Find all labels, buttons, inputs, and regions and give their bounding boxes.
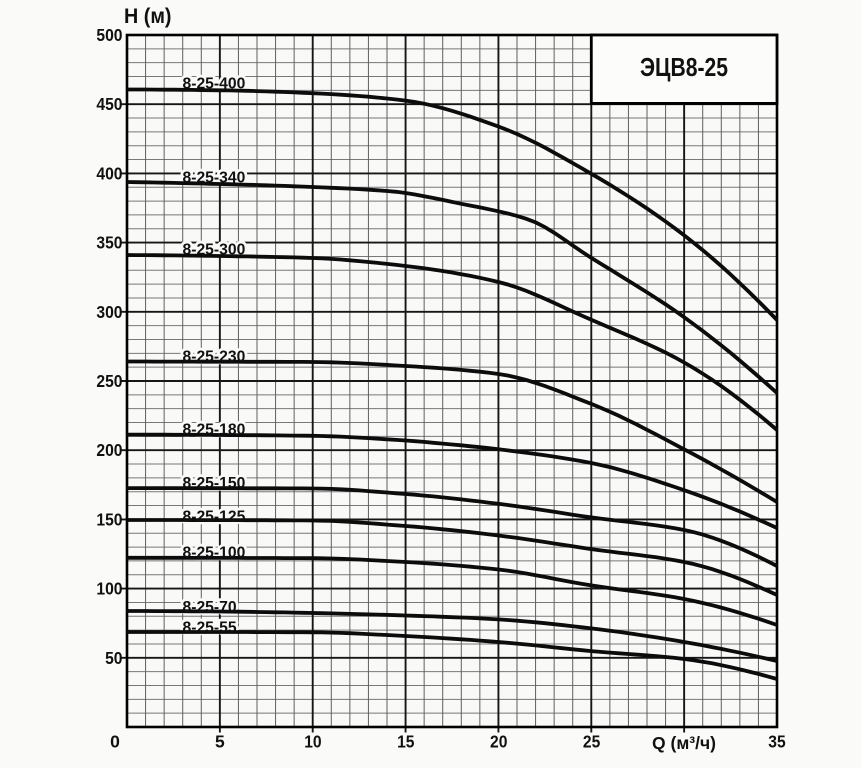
svg-text:350: 350 <box>96 233 122 253</box>
svg-text:8-25-150: 8-25-150 <box>183 475 246 492</box>
svg-text:8-25-70: 8-25-70 <box>183 599 237 616</box>
svg-text:20: 20 <box>490 732 508 752</box>
svg-text:400: 400 <box>96 163 122 183</box>
svg-text:8-25-125: 8-25-125 <box>183 508 246 525</box>
svg-text:500: 500 <box>96 25 122 45</box>
svg-text:8-25-100: 8-25-100 <box>183 544 246 561</box>
svg-text:8-25-400: 8-25-400 <box>183 75 246 92</box>
svg-text:50: 50 <box>105 648 123 668</box>
svg-text:250: 250 <box>96 371 122 391</box>
svg-text:100: 100 <box>96 579 122 599</box>
svg-text:ЭЦВ8-25: ЭЦВ8-25 <box>640 52 728 82</box>
svg-text:35: 35 <box>768 732 786 752</box>
svg-text:8-25-300: 8-25-300 <box>183 241 246 258</box>
svg-text:300: 300 <box>96 302 122 322</box>
svg-text:8-25-55: 8-25-55 <box>183 619 237 636</box>
svg-text:10: 10 <box>304 732 322 752</box>
svg-text:200: 200 <box>96 440 122 460</box>
svg-text:25: 25 <box>583 732 601 752</box>
svg-text:450: 450 <box>96 94 122 114</box>
svg-text:H (м): H (м) <box>124 4 172 28</box>
svg-text:Q (м³/ч): Q (м³/ч) <box>652 733 716 753</box>
svg-text:0: 0 <box>110 732 120 752</box>
svg-text:5: 5 <box>215 732 225 752</box>
svg-text:150: 150 <box>96 509 122 529</box>
svg-text:8-25-230: 8-25-230 <box>183 348 246 365</box>
svg-text:15: 15 <box>397 732 415 752</box>
svg-text:8-25-180: 8-25-180 <box>183 421 246 438</box>
svg-text:8-25-340: 8-25-340 <box>183 169 246 186</box>
